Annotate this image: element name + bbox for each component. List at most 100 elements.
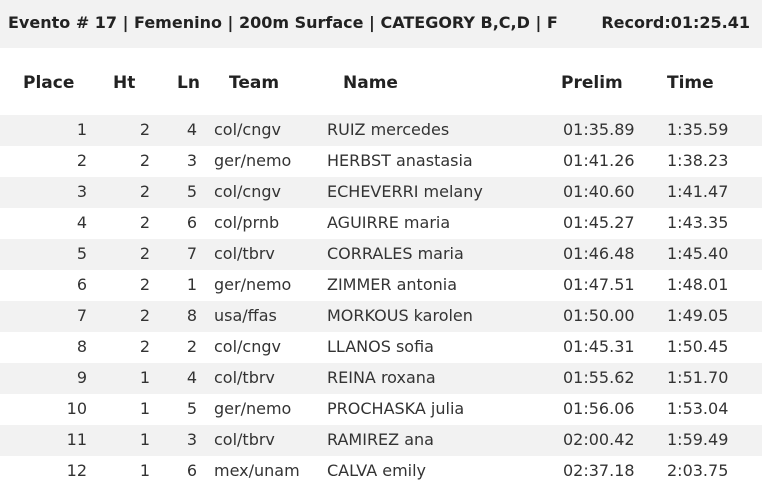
prelim-cell: 01:47.51: [563, 275, 635, 294]
time-cell: 1:50.45: [667, 337, 729, 356]
name-cell: RAMIREZ ana: [327, 430, 434, 449]
time-cell: 1:38.23: [667, 151, 729, 170]
column-header: Prelim: [561, 73, 623, 93]
name-cell: ECHEVERRI melany: [327, 182, 483, 201]
time-cell: 1:49.05: [667, 306, 729, 325]
team-cell: col/cngv: [214, 120, 281, 139]
event-header: Evento # 17 | Femenino | 200m Surface | …: [0, 0, 762, 48]
prelim-cell: 01:55.62: [563, 368, 635, 387]
place-cell: 7: [76, 306, 87, 325]
result-row: 10 1 5 ger/nemo PROCHASKA julia 01:56.06 1:53.…: [0, 394, 762, 425]
prelim-cell: 01:50.00: [563, 306, 635, 325]
prelim-cell: 01:45.31: [563, 337, 635, 356]
heat-cell: 2: [139, 213, 150, 232]
column-header: Name: [343, 73, 398, 93]
column-header: Team: [229, 73, 280, 93]
lane-cell: 5: [186, 399, 197, 418]
heat-cell: 1: [139, 399, 150, 418]
name-cell: CORRALES maria: [327, 244, 464, 263]
lane-cell: 6: [186, 461, 197, 480]
lane-cell: 6: [186, 213, 197, 232]
place-cell: 6: [76, 275, 87, 294]
lane-cell: 1: [186, 275, 197, 294]
name-cell: RUIZ mercedes: [327, 120, 450, 139]
name-cell: REINA roxana: [327, 368, 436, 387]
result-row: 6 2 1 ger/nemo ZIMMER antonia 01:47.51 1:48.01: [0, 270, 762, 301]
time-cell: 1:41.47: [667, 182, 729, 201]
lane-cell: 4: [186, 120, 197, 139]
place-cell: 11: [66, 430, 87, 449]
name-cell: CALVA emily: [327, 461, 427, 480]
team-cell: usa/ffas: [214, 306, 277, 325]
team-cell: ger/nemo: [214, 275, 292, 294]
team-cell: ger/nemo: [214, 151, 292, 170]
prelim-cell: 01:56.06: [563, 399, 635, 418]
team-cell: col/cngv: [214, 182, 281, 201]
place-cell: 9: [76, 368, 87, 387]
result-row: 4 2 6 col/prnb AGUIRRE maria 01:45.27 1:43.35: [0, 208, 762, 239]
place-cell: 10: [66, 399, 87, 418]
heat-cell: 2: [139, 275, 150, 294]
lane-cell: 3: [186, 151, 197, 170]
team-cell: col/tbrv: [214, 430, 275, 449]
name-cell: HERBST anastasia: [327, 151, 473, 170]
place-cell: 4: [76, 213, 87, 232]
result-row: 3 2 5 col/cngv ECHEVERRI melany 01:40.60 1:41.…: [0, 177, 762, 208]
team-cell: col/tbrv: [214, 244, 275, 263]
place-cell: 1: [76, 120, 87, 139]
event-title: Evento # 17 | Femenino | 200m Surface | …: [8, 13, 558, 32]
lane-cell: 8: [186, 306, 197, 325]
prelim-cell: 01:46.48: [563, 244, 635, 263]
prelim-cell: 02:37.18: [563, 461, 635, 480]
heat-cell: 1: [139, 461, 150, 480]
heat-cell: 2: [139, 120, 150, 139]
heat-cell: 1: [139, 430, 150, 449]
heat-cell: 1: [139, 368, 150, 387]
record: Record:01:25.41: [601, 13, 750, 32]
team-cell: col/tbrv: [214, 368, 275, 387]
result-row: 11 1 3 col/tbrv RAMIREZ ana 02:00.42 1:59.49: [0, 425, 762, 456]
heat-cell: 2: [139, 337, 150, 356]
lane-cell: 4: [186, 368, 197, 387]
prelim-cell: 01:40.60: [563, 182, 635, 201]
result-row: 5 2 7 col/tbrv CORRALES maria 01:46.48 1:45.40: [0, 239, 762, 270]
time-cell: 1:48.01: [667, 275, 729, 294]
heat-cell: 2: [139, 244, 150, 263]
place-cell: 3: [76, 182, 87, 201]
place-cell: 5: [76, 244, 87, 263]
result-row: 9 1 4 col/tbrv REINA roxana 01:55.62 1:51.70: [0, 363, 762, 394]
result-row: 2 2 3 ger/nemo HERBST anastasia 01:41.26 1:38.…: [0, 146, 762, 177]
prelim-cell: 01:41.26: [563, 151, 635, 170]
heat-cell: 2: [139, 182, 150, 201]
time-cell: 1:45.40: [667, 244, 729, 263]
team-cell: col/cngv: [214, 337, 281, 356]
team-cell: ger/nemo: [214, 399, 292, 418]
time-cell: 1:53.04: [667, 399, 729, 418]
lane-cell: 2: [186, 337, 197, 356]
time-cell: 1:59.49: [667, 430, 729, 449]
lane-cell: 5: [186, 182, 197, 201]
place-cell: 8: [76, 337, 87, 356]
team-cell: mex/unam: [214, 461, 300, 480]
name-cell: LLANOS sofia: [327, 337, 434, 356]
column-header: Time: [667, 73, 714, 93]
prelim-cell: 01:35.89: [563, 120, 635, 139]
name-cell: AGUIRRE maria: [327, 213, 451, 232]
place-cell: 2: [76, 151, 87, 170]
prelim-cell: 02:00.42: [563, 430, 635, 449]
result-row: 7 2 8 usa/ffas MORKOUS karolen 01:50.00 1:49.0…: [0, 301, 762, 332]
heat-cell: 2: [139, 151, 150, 170]
name-cell: ZIMMER antonia: [327, 275, 457, 294]
lane-cell: 7: [186, 244, 197, 263]
column-header: Ln: [177, 73, 200, 93]
result-row: 8 2 2 col/cngv LLANOS sofia 01:45.31 1:50.45: [0, 332, 762, 363]
place-cell: 12: [66, 461, 87, 480]
column-header: Ht: [113, 73, 136, 93]
time-cell: 2:03.75: [667, 461, 729, 480]
time-cell: 1:43.35: [667, 213, 729, 232]
column-header: Place: [23, 73, 75, 93]
header-row: Place Ht Ln Team Name Prelim Time: [0, 68, 762, 99]
time-cell: 1:35.59: [667, 120, 729, 139]
team-cell: col/prnb: [214, 213, 280, 232]
